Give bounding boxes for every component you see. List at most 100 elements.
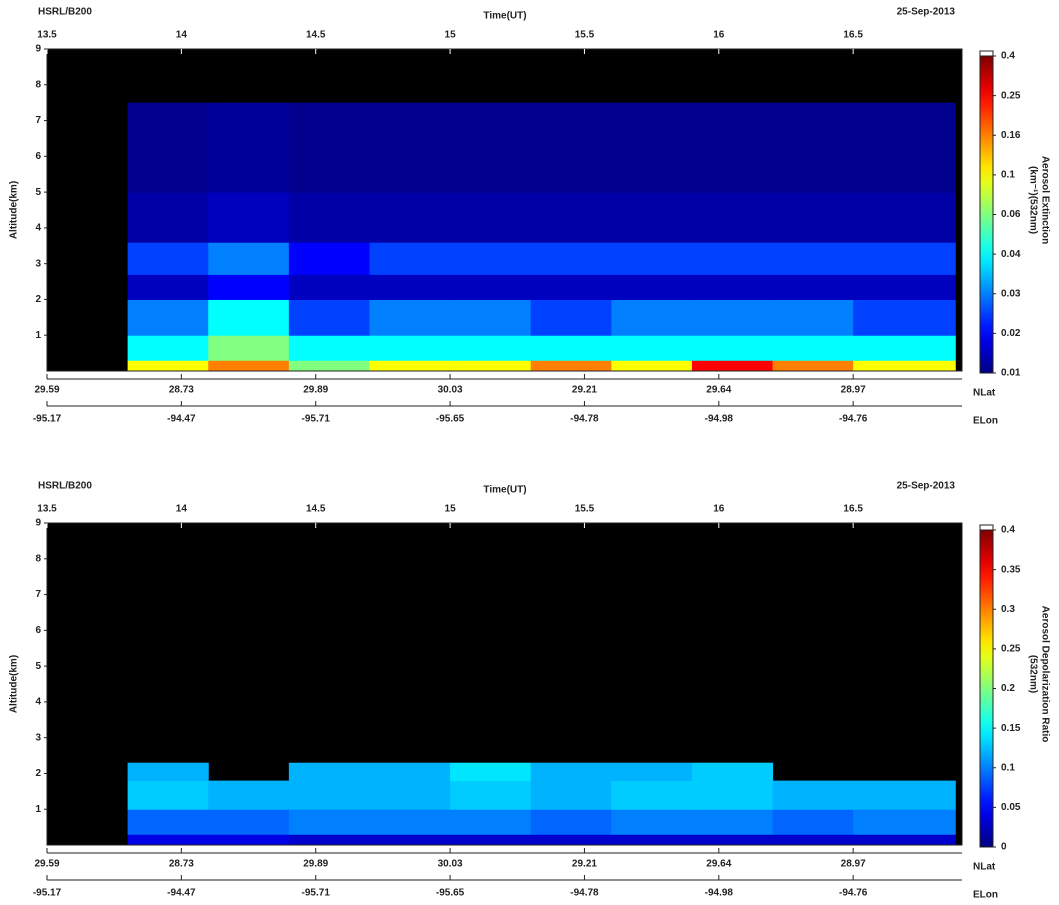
lon-label: -94.78 — [570, 414, 599, 425]
colorbar-label: (532nm) — [1027, 655, 1038, 693]
heatmap-cell — [128, 809, 209, 835]
colorbar-label: Aerosol Depolarization Ratio — [1039, 606, 1050, 743]
y-label: Altitude(km) — [9, 181, 20, 239]
lon-label: -94.78 — [570, 888, 599, 899]
heatmap-cell — [128, 763, 209, 781]
lat-label: 28.73 — [169, 385, 194, 396]
heatmap-cell — [128, 834, 209, 845]
heatmap-cell — [208, 103, 289, 193]
heatmap-cell — [853, 242, 956, 275]
x-tick-label: 15 — [445, 30, 457, 41]
heatmap-cell — [692, 834, 773, 845]
lon-name: ELon — [973, 890, 998, 901]
heatmap-cell — [773, 299, 854, 335]
heatmap-cell — [611, 242, 692, 275]
colorbar-tick-label: 0.01 — [1001, 368, 1021, 379]
colorbar-label: Aerosol Extinction — [1039, 156, 1050, 244]
colorbar-tick-label: 0 — [1001, 842, 1007, 853]
y-tick-label: 8 — [35, 553, 41, 564]
heatmap-cell — [450, 274, 531, 300]
lat-name: NLat — [973, 862, 996, 873]
heatmap-cell — [773, 103, 854, 193]
heatmap-cell — [369, 192, 450, 243]
heatmap-cell — [531, 809, 612, 835]
heatmap-cell — [773, 335, 854, 361]
heatmap-cell — [208, 274, 289, 300]
heatmap-cell — [611, 809, 692, 835]
heatmap-cell — [369, 834, 450, 845]
colorbar-tick-label: 0.4 — [1001, 525, 1015, 536]
heatmap-cell — [128, 274, 209, 300]
heatmap-cell — [369, 335, 450, 361]
heatmap-cell — [128, 781, 209, 810]
heatmap-cell — [208, 360, 289, 371]
heatmap-cell — [853, 274, 956, 300]
heatmap-cell — [531, 299, 612, 335]
y-tick-label: 9 — [35, 518, 41, 529]
heatmap-cell — [611, 781, 692, 810]
heatmap-cell — [450, 242, 531, 275]
heatmap-cell — [450, 103, 531, 193]
figure: HSRL/B20025-Sep-2013Time(UT)Altitude(km)… — [0, 0, 1059, 905]
x-label: Time(UT) — [483, 485, 526, 496]
x-tick-label: 14.5 — [306, 30, 326, 41]
lat-label: 29.89 — [303, 385, 328, 396]
heatmap-cell — [289, 242, 370, 275]
colorbar-tick-label: 0.2 — [1001, 683, 1015, 694]
heatmap-cell — [853, 103, 956, 193]
y-tick-label: 7 — [35, 115, 41, 126]
heatmap-cell — [773, 192, 854, 243]
heatmap-cell — [450, 763, 531, 781]
lon-label: -94.98 — [705, 414, 734, 425]
y-tick-label: 4 — [35, 697, 41, 708]
lat-label: 28.97 — [841, 385, 866, 396]
lon-label: -94.76 — [839, 888, 868, 899]
colorbar-label: (km⁻¹)(532nm) — [1027, 166, 1038, 234]
heatmap-cell — [369, 781, 450, 810]
heatmap-cell — [289, 335, 370, 361]
lat-name: NLat — [973, 388, 996, 399]
heatmap-cell — [692, 335, 773, 361]
heatmap-cell — [289, 763, 370, 781]
colorbar-tick-label: 0.4 — [1001, 51, 1015, 62]
heatmap-cell — [692, 763, 773, 781]
x-label: Time(UT) — [483, 11, 526, 22]
heatmap-cell — [692, 192, 773, 243]
lon-label: -95.71 — [302, 414, 331, 425]
heatmap-cell — [208, 299, 289, 335]
heatmap-cell — [692, 360, 773, 371]
heatmap-cell — [531, 763, 612, 781]
y-tick-label: 7 — [35, 589, 41, 600]
y-tick-label: 2 — [35, 294, 41, 305]
colorbar-tick-label: 0.06 — [1001, 209, 1021, 220]
heatmap-cell — [289, 834, 370, 845]
heatmap-cell — [450, 809, 531, 835]
heatmap-cell — [853, 834, 956, 845]
lat-label: 28.73 — [169, 859, 194, 870]
lat-label: 29.64 — [706, 385, 731, 396]
heatmap-cell — [611, 103, 692, 193]
heatmap-cell — [692, 274, 773, 300]
y-label: Altitude(km) — [9, 655, 20, 713]
heatmap-cell — [611, 834, 692, 845]
colorbar-tick-label: 0.03 — [1001, 288, 1021, 299]
heatmap-cell — [531, 834, 612, 845]
heatmap-cell — [531, 242, 612, 275]
heatmap-cell — [692, 103, 773, 193]
colorbar-tick-label: 0.1 — [1001, 762, 1015, 773]
y-tick-label: 1 — [35, 804, 41, 815]
heatmap-cell — [531, 360, 612, 371]
heatmap-cell — [289, 299, 370, 335]
lon-label: -94.47 — [167, 888, 196, 899]
lon-label: -94.98 — [705, 888, 734, 899]
x-tick-label: 16 — [713, 30, 725, 41]
x-tick-label: 15.5 — [575, 504, 595, 515]
x-tick-label: 16 — [713, 504, 725, 515]
heatmap-cell — [531, 274, 612, 300]
heatmap-cell — [853, 335, 956, 361]
y-tick-label: 6 — [35, 151, 41, 162]
lat-label: 29.21 — [572, 385, 597, 396]
lat-label: 30.03 — [438, 859, 463, 870]
heatmap-cell — [773, 809, 854, 835]
lon-label: -94.76 — [839, 414, 868, 425]
